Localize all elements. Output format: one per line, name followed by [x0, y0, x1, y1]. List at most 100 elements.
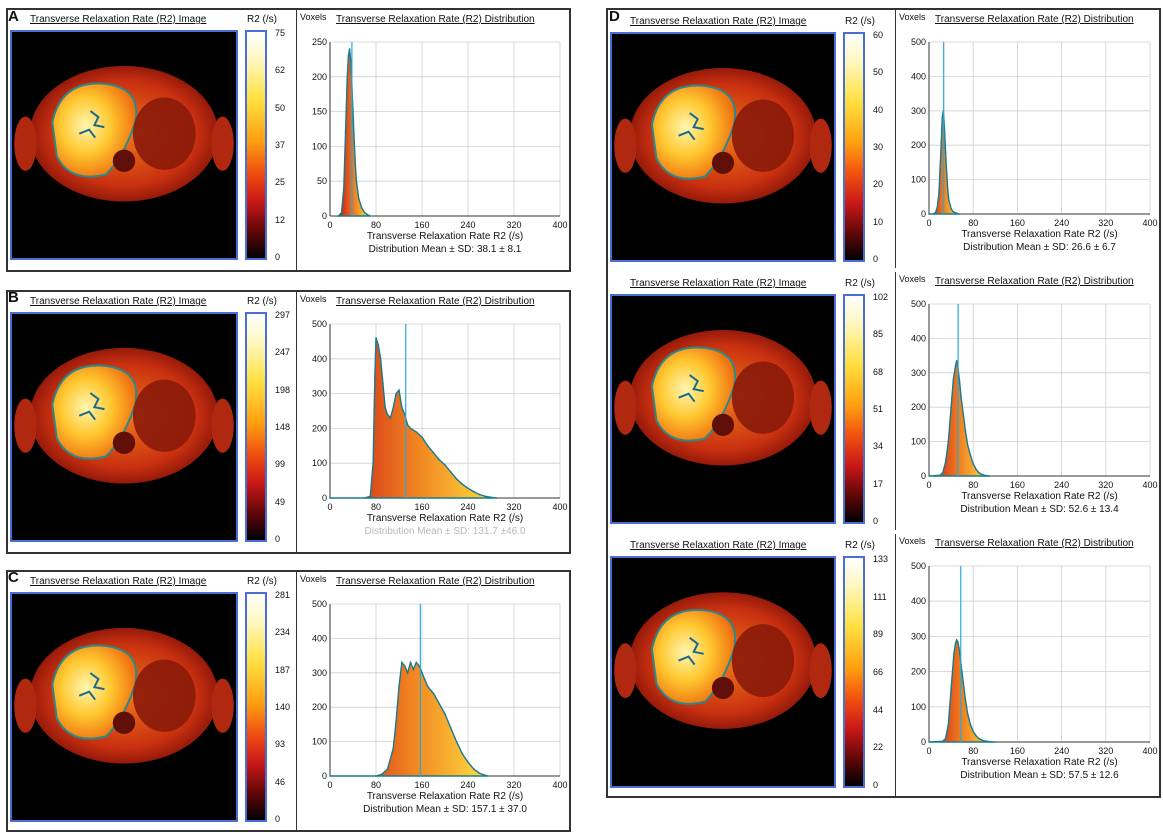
distribution-title: Transverse Relaxation Rate (R2) Distribu…: [336, 296, 535, 307]
cell-divider: [895, 534, 896, 796]
y-tick-label: 500: [312, 319, 327, 329]
x-tick-label: 0: [926, 480, 931, 490]
y-tick-label: 300: [312, 668, 327, 678]
colorbar-tick-label: 51: [873, 404, 884, 414]
x-tick-label: 400: [1142, 480, 1157, 490]
colorbar-tick-label: 0: [275, 252, 281, 262]
r2-image: [610, 32, 836, 262]
histogram-point: [360, 206, 363, 209]
histogram-point: [329, 497, 331, 499]
x-axis-label: Transverse Relaxation Rate R2 (/s): [961, 491, 1118, 502]
colorbar-tick-label: 68: [873, 366, 884, 377]
histogram-point: [353, 138, 355, 141]
histogram-point: [969, 723, 972, 726]
x-tick-label: 240: [1054, 480, 1069, 490]
histogram-point: [366, 213, 369, 216]
histogram-point: [956, 640, 959, 643]
histogram-point: [941, 116, 944, 119]
section-label-d: D: [609, 8, 620, 25]
distribution-title: Transverse Relaxation Rate (R2) Distribu…: [336, 14, 535, 25]
y-tick-label: 0: [322, 771, 327, 781]
histogram-point: [461, 752, 464, 755]
histogram-point: [942, 740, 944, 743]
histogram-point: [409, 427, 412, 430]
y-tick-label: 400: [911, 71, 926, 81]
image-title: Transverse Relaxation Rate (R2) Image: [30, 14, 207, 25]
image-title: Transverse Relaxation Rate (R2) Image: [630, 16, 807, 27]
histogram-area: [337, 48, 371, 217]
histogram-point: [343, 187, 345, 189]
x-tick-label: 0: [327, 780, 332, 790]
histogram-point: [344, 131, 347, 134]
histogram-point: [928, 475, 930, 477]
histogram-point: [936, 206, 939, 208]
histogram-point: [975, 734, 977, 737]
y-tick-label: 400: [312, 354, 327, 364]
cell-divider: [296, 572, 297, 830]
voxels-label: Voxels: [899, 536, 926, 546]
colorbar-tick-label: 60: [873, 30, 884, 40]
x-tick-label: 400: [552, 220, 567, 230]
x-tick-label: 160: [1010, 480, 1025, 490]
histogram-point: [972, 730, 974, 733]
histogram-point: [490, 496, 492, 499]
y-tick-label: 400: [312, 633, 327, 643]
x-tick-label: 320: [506, 502, 521, 512]
colorbar-tick-label: 111: [873, 591, 887, 602]
x-axis-label: Transverse Relaxation Rate R2 (/s): [961, 757, 1118, 768]
histogram-point: [942, 471, 944, 474]
histogram-point: [363, 497, 366, 499]
histogram-point: [944, 151, 947, 153]
colorbar-tick-label: 22: [873, 742, 884, 753]
y-tick-label: 0: [921, 471, 926, 481]
distribution-stats: Distribution Mean ± SD: 26.6 ± 6.7: [963, 242, 1116, 253]
distribution-stats: Distribution Mean ± SD: 131.7 ±46.0: [364, 526, 526, 537]
histogram-point: [449, 727, 452, 729]
x-tick-label: 320: [1098, 746, 1113, 756]
voxels-label: Voxels: [300, 574, 327, 584]
x-tick-label: 80: [968, 746, 978, 756]
histogram-point: [421, 672, 423, 674]
histogram-area: [928, 638, 996, 743]
histogram-point: [955, 212, 958, 215]
image-title: Transverse Relaxation Rate (R2) Image: [30, 576, 207, 587]
histogram-point: [939, 168, 941, 171]
histogram-point: [467, 761, 469, 764]
x-tick-label: 80: [371, 502, 381, 512]
y-tick-label: 100: [312, 141, 327, 151]
r2-image: [10, 312, 238, 542]
histogram-point: [401, 406, 403, 409]
r2-image: [10, 592, 238, 822]
colorbar-tick-label: 133: [873, 554, 889, 564]
x-tick-label: 0: [327, 220, 332, 230]
y-tick-label: 400: [911, 596, 926, 606]
colorbar-tick-label: 49: [275, 496, 286, 507]
x-tick-label: 0: [926, 218, 931, 228]
y-tick-label: 500: [911, 561, 926, 571]
y-tick-label: 100: [312, 458, 327, 468]
histogram-point: [960, 396, 962, 398]
cell-divider: [895, 272, 896, 530]
r2-histogram-chart: 0 80 160 240 320 400 0 100 200 300 400 500: [312, 319, 568, 512]
colorbar-tick-label: 234: [275, 627, 291, 638]
histogram-point: [478, 772, 481, 775]
y-tick-label: 0: [322, 211, 327, 221]
image-title: Transverse Relaxation Rate (R2) Image: [630, 540, 807, 551]
histogram-point: [392, 406, 395, 409]
colorbar-tick-label: 85: [873, 329, 884, 340]
y-tick-label: 300: [911, 106, 926, 116]
histogram-point: [487, 775, 489, 777]
voxels-label: Voxels: [300, 294, 327, 304]
histogram-point: [379, 358, 382, 360]
histogram-point: [340, 211, 343, 214]
cell-divider: [296, 292, 297, 552]
x-axis-label: Transverse Relaxation Rate R2 (/s): [961, 229, 1118, 240]
histogram-point: [945, 171, 948, 174]
histogram-point: [958, 646, 960, 648]
y-tick-label: 200: [312, 702, 327, 712]
histogram-point: [983, 740, 986, 742]
colorbar-tick-label: 297: [275, 310, 291, 320]
colorbar-tick-label: 102: [873, 292, 889, 302]
distribution-stats: Distribution Mean ± SD: 157.1 ± 37.0: [363, 804, 527, 815]
histogram-point: [950, 208, 952, 210]
